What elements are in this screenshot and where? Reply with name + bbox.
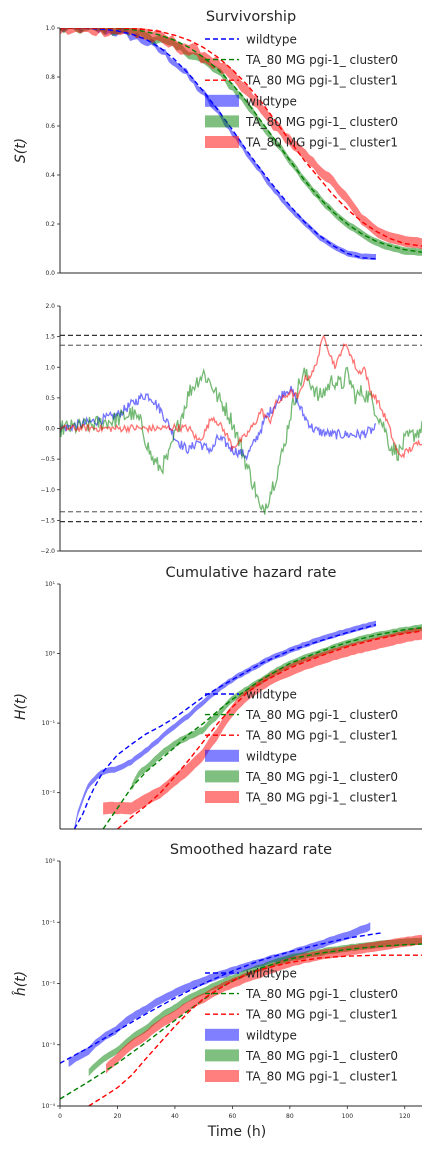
line-ta-80-mg-pgi-1-cluster0 — [60, 28, 422, 253]
y-tick-label: −1.0 — [40, 487, 55, 494]
x-tick-label: 120 — [399, 1113, 411, 1120]
legend: wildtype TA_80 MG pgi-1_ cluster0 TA_80 MG… — [205, 688, 398, 805]
plot-area — [60, 28, 422, 260]
legend-label: wildtype — [246, 33, 297, 47]
legend-label: wildtype — [246, 1028, 297, 1042]
legend-label: TA_80 MG pgi-1_ cluster1 — [245, 1070, 398, 1084]
y-tick-label: −1.5 — [40, 517, 55, 524]
y-tick-label: 10⁰ — [45, 858, 56, 865]
legend-label: wildtype — [246, 94, 297, 108]
line-wildtype — [60, 385, 377, 462]
y-tick-label: 1.0 — [45, 25, 55, 32]
line-wildtype — [60, 28, 377, 260]
line-wildtype — [73, 624, 377, 829]
y-tick-label: 10⁻² — [42, 790, 56, 797]
chart-title: Cumulative hazard rate — [166, 565, 337, 581]
y-tick-label: 10⁻³ — [42, 1042, 56, 1049]
legend-label: wildtype — [246, 688, 297, 702]
legend-swatch-wildtype — [205, 1028, 239, 1041]
panel-survivorship: Survivorship S(t) 0.0 0.2 0.4 0.6 0.8 1.0 wildty… — [13, 9, 422, 277]
band-ta-80-mg-pgi-1-cluster1 — [106, 934, 422, 1074]
line-ta-80-mg-pgi-1-cluster0 — [60, 943, 422, 1100]
legend-swatch-ta-80-mg-pgi-1-cluster0 — [205, 1049, 239, 1062]
y-tick-label: 0.8 — [45, 74, 55, 81]
legend-label: TA_80 MG pgi-1_ cluster1 — [245, 791, 398, 805]
x-tick-label: 40 — [171, 1113, 179, 1120]
legend-label: TA_80 MG pgi-1_ cluster0 — [245, 1049, 398, 1063]
x-tick-label: 80 — [286, 1113, 294, 1120]
y-axis-label: ĥ(t) — [11, 971, 29, 996]
y-tick-label: 10⁰ — [45, 651, 56, 658]
line-ta-80-mg-pgi-1-cluster1 — [117, 630, 422, 829]
legend-label: wildtype — [246, 967, 297, 981]
x-tick-label: 0 — [58, 1113, 62, 1120]
legend-label: wildtype — [246, 749, 297, 763]
x-tick-label: 20 — [114, 1113, 122, 1120]
chart-title: Survivorship — [206, 9, 296, 25]
legend-label: TA_80 MG pgi-1_ cluster0 — [245, 987, 398, 1001]
band-wildtype — [68, 922, 371, 1067]
legend-label: TA_80 MG pgi-1_ cluster1 — [245, 729, 398, 743]
legend-swatch-wildtype — [205, 94, 239, 107]
plot-area — [60, 334, 422, 515]
legend-label: TA_80 MG pgi-1_ cluster1 — [245, 74, 398, 88]
legend: wildtype TA_80 MG pgi-1_ cluster0 TA_80 MG… — [205, 33, 398, 150]
legend-label: TA_80 MG pgi-1_ cluster1 — [245, 1008, 398, 1022]
panel-cumulative_hazard: Cumulative hazard rate H(t) 10⁻² 10⁻¹ 10⁰ 10¹… — [13, 565, 422, 830]
legend-swatch-ta-80-mg-pgi-1-cluster0 — [205, 115, 239, 128]
panel-diagnostic: −2.0 −1.5 −1.0 −0.5 0.0 0.5 1.0 1.5 2.0 — [40, 303, 422, 555]
plot-area — [60, 922, 422, 1106]
y-tick-label: 0.2 — [45, 221, 55, 228]
plot-area — [73, 620, 422, 829]
y-tick-label: −2.0 — [40, 548, 55, 555]
chart-title: Smoothed hazard rate — [170, 842, 332, 858]
legend-swatch-ta-80-mg-pgi-1-cluster0 — [205, 770, 239, 783]
legend-label: TA_80 MG pgi-1_ cluster1 — [245, 136, 398, 150]
line-wildtype — [60, 932, 382, 1064]
y-tick-label: 10⁻² — [42, 981, 56, 988]
line-ta-80-mg-pgi-1-cluster1 — [60, 334, 422, 460]
legend-label: TA_80 MG pgi-1_ cluster0 — [245, 770, 398, 784]
legend: wildtype TA_80 MG pgi-1_ cluster0 TA_80 MG… — [205, 967, 398, 1084]
line-ta-80-mg-pgi-1-cluster0 — [102, 627, 422, 829]
panel-smoothed_hazard: Smoothed hazard rate ĥ(t) 10⁻⁴ 10⁻³ 10⁻² 10⁻¹… — [11, 842, 422, 1140]
legend-swatch-ta-80-mg-pgi-1-cluster1 — [205, 1070, 239, 1082]
y-tick-label: 10⁻⁴ — [42, 1103, 56, 1110]
legend-label: TA_80 MG pgi-1_ cluster0 — [245, 115, 398, 129]
y-tick-label: 0.5 — [45, 395, 55, 402]
y-tick-label: 10¹ — [45, 581, 56, 588]
legend-swatch-ta-80-mg-pgi-1-cluster1 — [205, 136, 239, 148]
legend-swatch-wildtype — [205, 749, 239, 762]
y-axis-label: S(t) — [13, 138, 29, 163]
legend-label: TA_80 MG pgi-1_ cluster0 — [245, 53, 398, 67]
legend-swatch-ta-80-mg-pgi-1-cluster1 — [205, 791, 239, 803]
y-tick-label: 0.4 — [45, 172, 55, 179]
y-tick-label: 10⁻¹ — [42, 919, 56, 926]
x-axis-label: Time (h) — [207, 1124, 267, 1140]
y-tick-label: −0.5 — [40, 456, 55, 463]
x-tick-label: 60 — [229, 1113, 237, 1120]
y-axis-label: H(t) — [13, 693, 29, 720]
y-tick-label: 10⁻¹ — [42, 720, 56, 727]
y-tick-label: 0.6 — [45, 123, 55, 130]
x-tick-label: 100 — [342, 1113, 354, 1120]
y-tick-label: 1.0 — [45, 364, 55, 371]
y-tick-label: 0.0 — [45, 426, 55, 433]
y-tick-label: 0.0 — [45, 270, 55, 277]
line-ta-80-mg-pgi-1-cluster1 — [60, 28, 422, 247]
legend-label: TA_80 MG pgi-1_ cluster0 — [245, 708, 398, 722]
y-tick-label: 2.0 — [45, 303, 55, 310]
y-tick-label: 1.5 — [45, 334, 55, 341]
